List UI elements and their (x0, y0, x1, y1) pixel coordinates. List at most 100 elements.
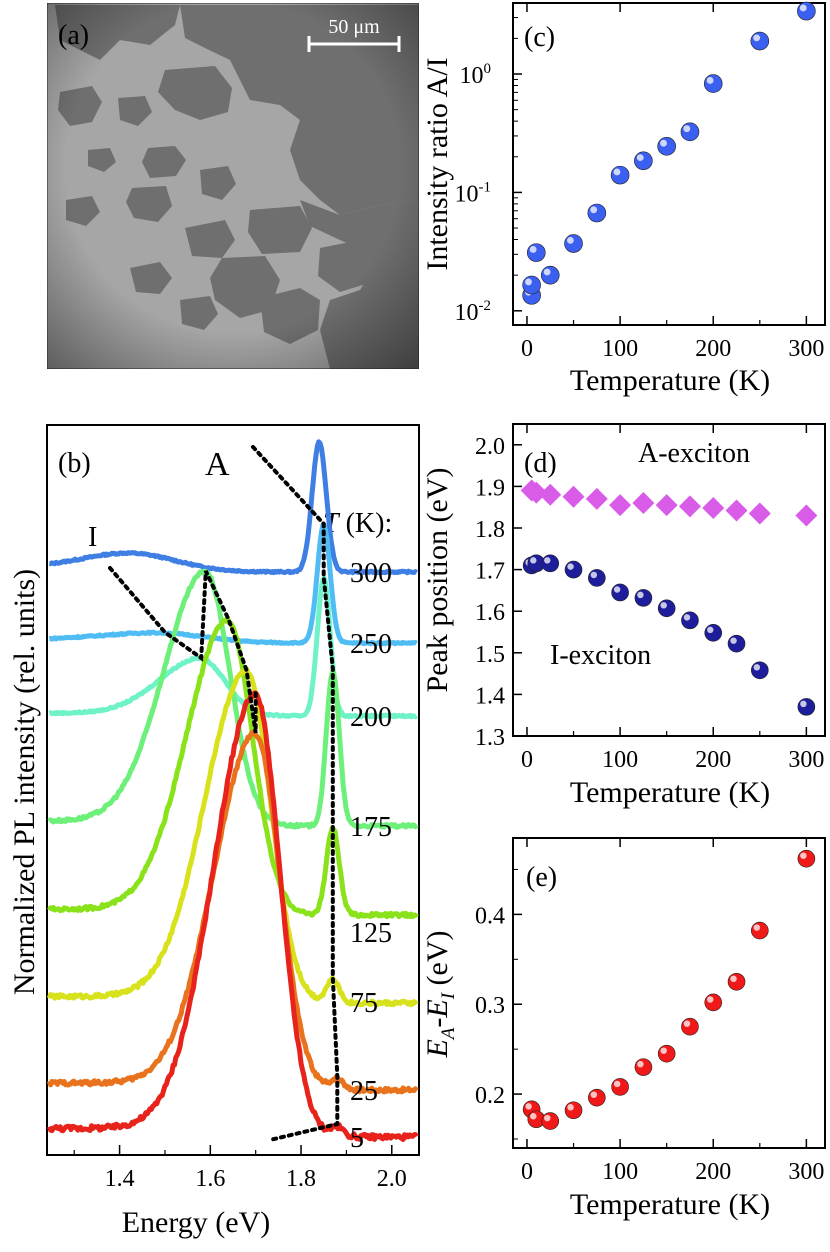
e-point-11-highlight (753, 924, 761, 931)
e-xtick-label-0: 0 (521, 1159, 533, 1185)
c-point-6 (610, 165, 630, 185)
d-ytick-label-1.5: 1.5 (475, 642, 505, 668)
e-point-2-highlight (544, 1114, 551, 1122)
vignette (47, 3, 419, 369)
c-point-8 (657, 137, 676, 156)
panel-e-label: (e) (526, 862, 557, 893)
d-ytick-label-2: 2.0 (475, 434, 505, 460)
e-ytick-label-0.3: 0.3 (475, 993, 505, 1019)
temperature-label-25: 25 (350, 1076, 378, 1107)
d-ytick-label-1.7: 1.7 (475, 559, 505, 585)
d-i-point-4-highlight (590, 571, 598, 579)
pl-curve-25K (46, 729, 419, 1095)
d-a-point-9 (702, 497, 725, 520)
c-point-9-highlight (683, 125, 691, 133)
c-y-axis-label: Intensity ratio A/I (421, 57, 454, 270)
e-point-12 (797, 849, 816, 868)
d-a-point-5 (609, 494, 632, 517)
d-i-point-8 (681, 611, 699, 630)
c-point-5-highlight (590, 206, 598, 214)
c-point-9 (680, 122, 700, 142)
e-point-6-highlight (637, 1060, 644, 1068)
panel-a-label: (a) (58, 20, 89, 51)
e-data-points (522, 849, 816, 1130)
panel-d-label: (d) (524, 448, 557, 479)
c-point-2-highlight (529, 246, 537, 253)
pl-curve-300K (48, 439, 419, 576)
d-i-point-5 (611, 583, 629, 602)
d-xtick-label-0: 0 (521, 747, 533, 773)
guide-A (251, 445, 340, 1142)
guide-I (108, 566, 258, 734)
c-point-6-highlight (613, 168, 621, 176)
d-i-point-11-highlight (753, 664, 761, 671)
d-ytick-label-1.9: 1.9 (475, 475, 505, 501)
b-xtick-label-1.6: 1.6 (195, 1166, 225, 1192)
e-point-5-highlight (613, 1080, 621, 1088)
b-xtick-label-1.4: 1.4 (105, 1166, 135, 1192)
d-a-point-8 (678, 495, 701, 518)
temperature-legend-title: T (K): (323, 508, 392, 539)
panel-a-micrograph (47, 3, 419, 369)
e-ytick-label-0.4: 0.4 (475, 903, 505, 929)
pl-curve-125K (47, 615, 419, 920)
d-a-point-11 (748, 502, 771, 525)
e-point-4-highlight (590, 1091, 598, 1098)
e-point-5 (611, 1078, 629, 1096)
e-point-0-highlight (525, 1103, 532, 1110)
c-point-3 (540, 265, 560, 285)
i-exciton-label: I-exciton (550, 640, 651, 671)
e-point-8 (681, 1017, 699, 1036)
c-point-11-highlight (753, 34, 761, 42)
c-point-5 (587, 203, 607, 223)
d-data-points (520, 479, 818, 716)
c-point-10 (703, 74, 723, 93)
d-i-point-9 (704, 624, 723, 642)
temperature-label-75: 75 (350, 988, 378, 1019)
d-xtick-label-300: 300 (788, 747, 824, 773)
temperature-label-175: 175 (350, 812, 392, 843)
d-i-point-9-highlight (707, 626, 714, 634)
c-point-12 (797, 1, 816, 21)
e-point-10 (727, 972, 746, 991)
c-point-12-highlight (799, 4, 807, 12)
e-y-axis-label: EA-EI (eV) (421, 930, 459, 1058)
e-point-7-highlight (660, 1047, 667, 1054)
d-a-point-4 (585, 487, 608, 510)
d-i-point-6 (634, 589, 653, 607)
e-point-10-highlight (730, 975, 737, 983)
d-ytick-label-1.6: 1.6 (475, 600, 505, 626)
d-a-point-2 (539, 483, 562, 506)
d-i-point-8-highlight (683, 614, 691, 621)
d-i-point-10 (727, 634, 746, 653)
panel-c-frame (512, 2, 826, 326)
pl-curves (46, 439, 419, 1142)
peak-label-I: I (88, 522, 97, 553)
e-point-1-highlight (530, 1113, 537, 1120)
e-point-3 (564, 1101, 583, 1120)
temperature-label-300: 300 (350, 558, 392, 589)
c-point-11 (750, 31, 770, 51)
pl-curve-75K (46, 666, 419, 1008)
d-i-point-1-highlight (530, 557, 537, 564)
b-xtick-label-1.8: 1.8 (286, 1166, 316, 1192)
y-axis-label: Normalized PL intensity (rel. units) (8, 569, 41, 995)
d-y-axis-label: Peak position (eV) (421, 468, 454, 693)
d-i-point-12-highlight (800, 700, 807, 708)
e-point-4 (588, 1088, 606, 1107)
c-point-1-highlight (525, 278, 532, 286)
d-xtick-label-100: 100 (602, 747, 638, 773)
e-point-9-highlight (707, 996, 714, 1003)
c-ticks: 0 100 200 300 10-2 10-1 100 (455, 3, 824, 362)
c-point-4-highlight (566, 236, 574, 244)
e-ytick-label-0.2: 0.2 (475, 1083, 505, 1109)
c-xtick-label-100: 100 (602, 336, 638, 362)
c-point-1 (522, 275, 541, 295)
d-i-point-6-highlight (637, 591, 644, 599)
c-point-7 (634, 151, 653, 171)
e-point-9 (704, 993, 723, 1012)
d-i-point-2 (541, 554, 560, 573)
